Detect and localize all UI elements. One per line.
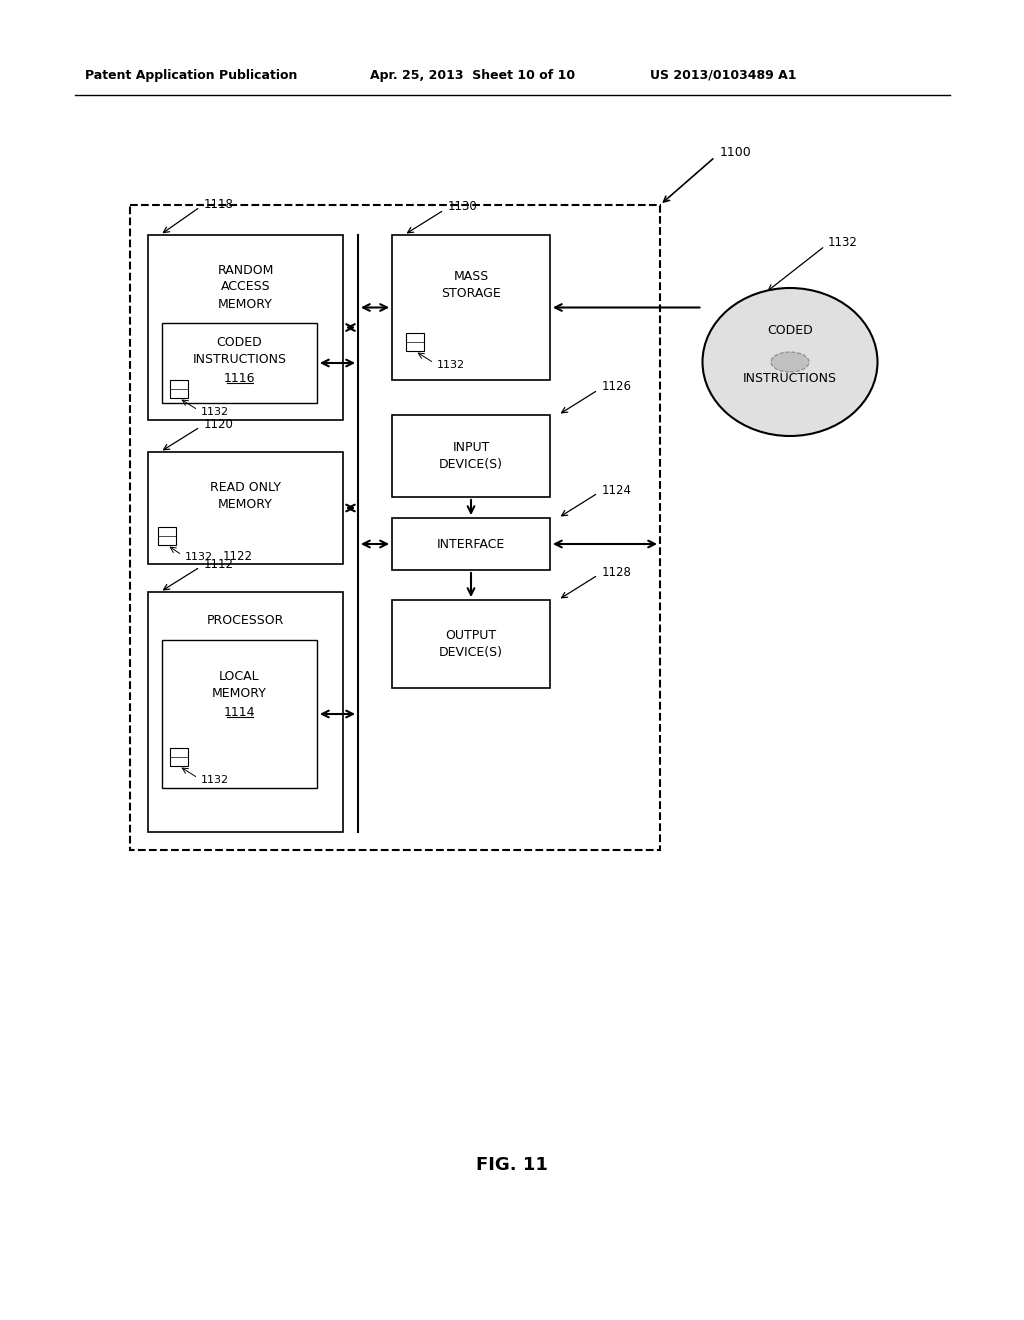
Text: INTERFACE: INTERFACE bbox=[437, 537, 505, 550]
Ellipse shape bbox=[702, 288, 878, 436]
Text: 1132: 1132 bbox=[201, 775, 229, 785]
Text: 1128: 1128 bbox=[602, 565, 632, 578]
Polygon shape bbox=[148, 235, 343, 420]
Text: PROCESSOR: PROCESSOR bbox=[207, 614, 285, 627]
Text: 1122: 1122 bbox=[223, 550, 253, 564]
Text: RANDOM
ACCESS
MEMORY: RANDOM ACCESS MEMORY bbox=[217, 264, 273, 310]
Text: 1116: 1116 bbox=[224, 371, 255, 384]
Text: READ ONLY
MEMORY: READ ONLY MEMORY bbox=[210, 480, 281, 511]
Text: 1124: 1124 bbox=[602, 483, 632, 496]
Polygon shape bbox=[392, 414, 550, 498]
Text: 1132: 1132 bbox=[437, 360, 465, 370]
Text: 1118: 1118 bbox=[204, 198, 233, 210]
Polygon shape bbox=[392, 517, 550, 570]
Text: 1120: 1120 bbox=[204, 417, 233, 430]
Text: MASS
STORAGE: MASS STORAGE bbox=[441, 271, 501, 300]
Text: FIG. 11: FIG. 11 bbox=[476, 1156, 548, 1173]
Text: 1112: 1112 bbox=[204, 557, 234, 570]
Polygon shape bbox=[148, 451, 343, 564]
Text: 1100: 1100 bbox=[720, 147, 752, 160]
Polygon shape bbox=[148, 591, 343, 832]
Ellipse shape bbox=[771, 352, 809, 372]
Text: LOCAL
MEMORY: LOCAL MEMORY bbox=[212, 671, 267, 700]
Text: OUTPUT
DEVICE(S): OUTPUT DEVICE(S) bbox=[439, 630, 503, 659]
Text: US 2013/0103489 A1: US 2013/0103489 A1 bbox=[650, 69, 797, 82]
Polygon shape bbox=[162, 640, 317, 788]
Polygon shape bbox=[162, 323, 317, 403]
Text: Apr. 25, 2013  Sheet 10 of 10: Apr. 25, 2013 Sheet 10 of 10 bbox=[370, 69, 575, 82]
Text: 1126: 1126 bbox=[602, 380, 632, 393]
Text: 1132: 1132 bbox=[201, 407, 229, 417]
Polygon shape bbox=[392, 601, 550, 688]
Text: INPUT
DEVICE(S): INPUT DEVICE(S) bbox=[439, 441, 503, 471]
Text: 1132: 1132 bbox=[185, 552, 213, 562]
Polygon shape bbox=[392, 235, 550, 380]
Polygon shape bbox=[406, 333, 424, 351]
Polygon shape bbox=[158, 527, 176, 545]
Polygon shape bbox=[170, 748, 188, 766]
Text: CODED: CODED bbox=[767, 323, 813, 337]
Text: Patent Application Publication: Patent Application Publication bbox=[85, 69, 297, 82]
Text: 1132: 1132 bbox=[828, 235, 858, 248]
Text: 1130: 1130 bbox=[449, 201, 478, 214]
Text: INSTRUCTIONS: INSTRUCTIONS bbox=[743, 371, 837, 384]
Text: CODED
INSTRUCTIONS: CODED INSTRUCTIONS bbox=[193, 337, 287, 366]
Text: 1114: 1114 bbox=[224, 705, 255, 718]
Polygon shape bbox=[170, 380, 188, 399]
